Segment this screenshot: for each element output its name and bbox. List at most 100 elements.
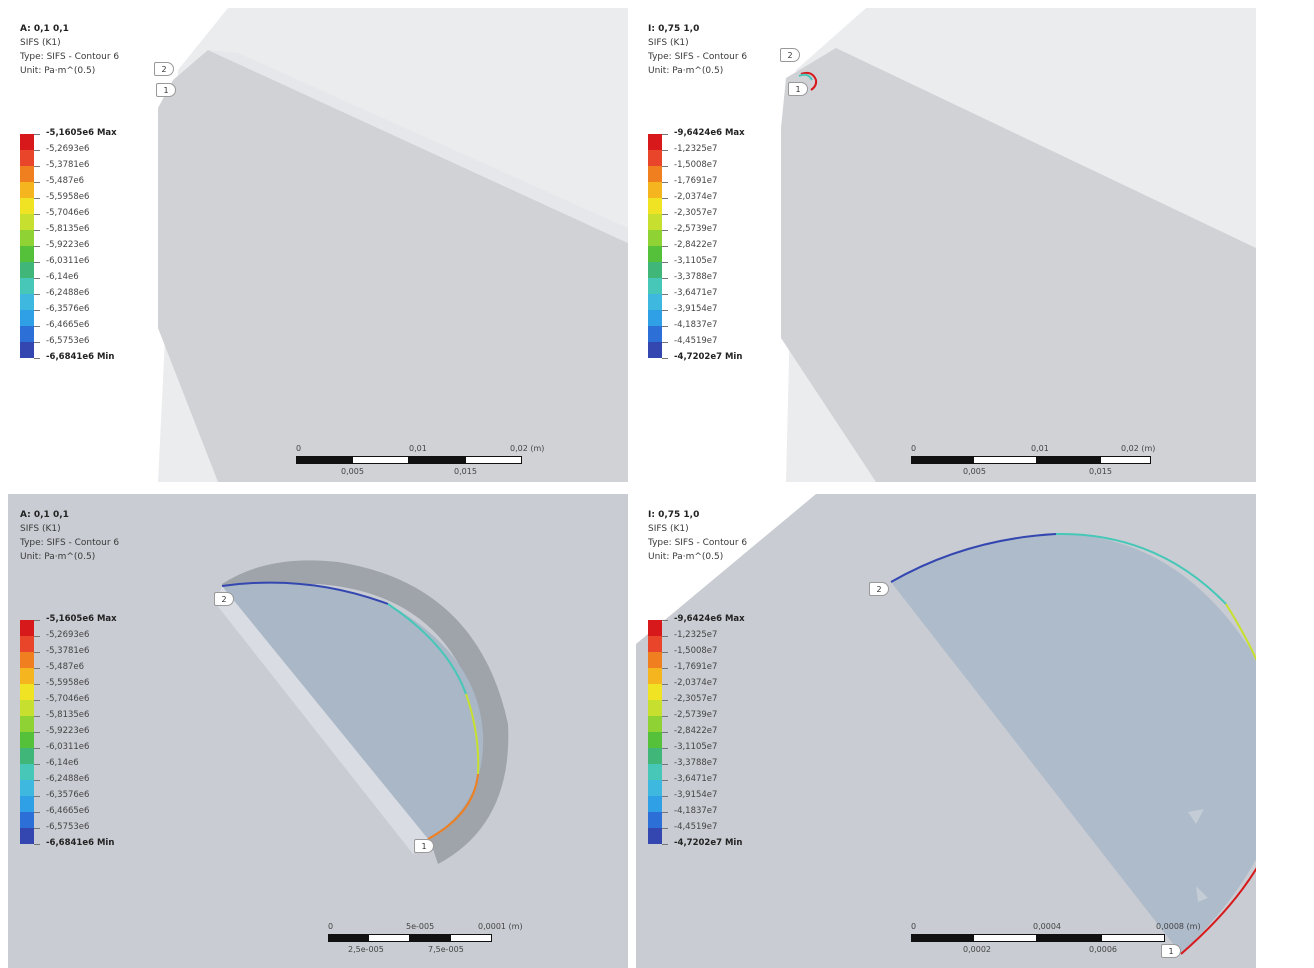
- legend-tick: [34, 230, 40, 231]
- legend-label: -6,14e6: [46, 272, 79, 282]
- legend-label: -6,6841e6 Min: [46, 838, 115, 848]
- legend-label: -6,14e6: [46, 758, 79, 768]
- legend-tick: [34, 636, 40, 637]
- legend-label: -3,9154e7: [674, 790, 718, 800]
- point-marker-1[interactable]: 1: [156, 83, 176, 97]
- legend-label: -9,6424e6 Max: [674, 128, 745, 138]
- scale-label-bottom: 0,015: [1089, 467, 1112, 476]
- result-info-line: SIFS (K1): [648, 524, 689, 534]
- scale-label-bottom: 0,005: [341, 467, 364, 476]
- legend-label: -4,4519e7: [674, 822, 718, 832]
- scale-bar: 0 5e-005 0,0001 (m) 2,5e-005 7,5e-005: [328, 922, 528, 964]
- scale-segment: [1100, 456, 1151, 464]
- legend-swatch: [20, 780, 34, 796]
- legend-swatch: [648, 668, 662, 684]
- legend-tick: [662, 198, 668, 199]
- legend-tick: [662, 278, 668, 279]
- legend-label: -4,7202e7 Min: [674, 352, 743, 362]
- result-info-line: Type: SIFS - Contour 6: [20, 538, 120, 548]
- legend-label: -1,2325e7: [674, 630, 718, 640]
- legend-tick: [34, 262, 40, 263]
- legend-label: -5,8135e6: [46, 224, 90, 234]
- legend-swatch: [648, 214, 662, 230]
- legend-label: -2,3057e7: [674, 694, 718, 704]
- legend-label: -2,8422e7: [674, 726, 718, 736]
- legend-color-bar: [648, 134, 662, 358]
- legend-tick: [34, 668, 40, 669]
- scale-segment: [410, 934, 450, 942]
- legend-tick: [662, 652, 668, 653]
- legend-swatch: [20, 342, 34, 358]
- scale-label-bottom: 0,0006: [1089, 945, 1117, 954]
- legend-swatch: [20, 198, 34, 214]
- viewport-bottom-right[interactable]: 2 1 I: 0,75 1,0 SIFS (K1) Type: SIFS - Con…: [636, 494, 1256, 968]
- legend-tick: [34, 716, 40, 717]
- legend-tick: [34, 652, 40, 653]
- viewport-top-right[interactable]: 2 1 I: 0,75 1,0 SIFS (K1) Type: SIFS - Con…: [636, 8, 1256, 482]
- legend-tick: [662, 150, 668, 151]
- legend-tick: [34, 182, 40, 183]
- color-legend[interactable]: -5,1605e6 Max -5,2693e6 -5,3781e6 -5,487e6 -…: [20, 614, 160, 856]
- legend-swatch: [648, 246, 662, 262]
- legend-swatch: [648, 166, 662, 182]
- legend-swatch: [648, 716, 662, 732]
- legend-swatch: [20, 182, 34, 198]
- legend-color-bar: [20, 620, 34, 844]
- legend-tick: [662, 844, 668, 845]
- point-marker-1[interactable]: 1: [788, 82, 808, 96]
- scale-label-bottom: 0,015: [454, 467, 477, 476]
- scale-segment: [352, 456, 409, 464]
- scale-segment: [1037, 934, 1101, 942]
- color-legend[interactable]: -9,6424e6 Max -1,2325e7 -1,5008e7 -1,7691e7…: [648, 128, 788, 370]
- legend-label: -2,5739e7: [674, 710, 718, 720]
- legend-tick: [34, 342, 40, 343]
- scale-label-top: 5e-005: [406, 922, 435, 931]
- point-marker-1[interactable]: 1: [414, 839, 434, 853]
- legend-swatch: [648, 796, 662, 812]
- legend-tick: [34, 828, 40, 829]
- legend-swatch: [648, 780, 662, 796]
- color-legend[interactable]: -9,6424e6 Max -1,2325e7 -1,5008e7 -1,7691e7…: [648, 614, 788, 856]
- legend-swatch: [20, 764, 34, 780]
- scale-segment: [911, 456, 973, 464]
- legend-tick: [662, 342, 668, 343]
- result-info-line: Type: SIFS - Contour 6: [20, 52, 120, 62]
- legend-tick: [34, 326, 40, 327]
- legend-tick: [34, 700, 40, 701]
- viewport-top-left[interactable]: 2 1 A: 0,1 0,1 SIFS (K1) Type: SIFS - Cont…: [8, 8, 628, 482]
- legend-label: -4,4519e7: [674, 336, 718, 346]
- legend-swatch: [648, 134, 662, 150]
- scale-segment: [368, 934, 410, 942]
- legend-swatch: [648, 700, 662, 716]
- legend-tick: [34, 166, 40, 167]
- legend-label: -6,6841e6 Min: [46, 352, 115, 362]
- legend-tick: [662, 828, 668, 829]
- legend-tick: [662, 796, 668, 797]
- legend-label: -5,1605e6 Max: [46, 614, 117, 624]
- legend-label: -3,6471e7: [674, 288, 718, 298]
- legend-label: -5,8135e6: [46, 710, 90, 720]
- color-legend[interactable]: -5,1605e6 Max -5,2693e6 -5,3781e6 -5,487e6 -…: [20, 128, 160, 370]
- legend-label: -5,7046e6: [46, 694, 90, 704]
- legend-tick: [34, 134, 40, 135]
- legend-label: -3,3788e7: [674, 758, 718, 768]
- legend-tick: [662, 668, 668, 669]
- legend-swatch: [648, 310, 662, 326]
- point-marker-2[interactable]: 2: [869, 582, 889, 596]
- legend-swatch: [20, 732, 34, 748]
- scale-bar: 0 0,01 0,02 (m) 0,005 0,015: [296, 444, 544, 482]
- scale-label-top: 0,0008 (m): [1156, 922, 1201, 931]
- legend-tick: [662, 326, 668, 327]
- legend-tick: [662, 230, 668, 231]
- point-marker-2[interactable]: 2: [780, 48, 800, 62]
- model-view: [636, 494, 1256, 968]
- viewport-bottom-left[interactable]: 2 1 A: 0,1 0,1 SIFS (K1) Type: SIFS - Cont…: [8, 494, 628, 968]
- legend-swatch: [20, 668, 34, 684]
- legend-swatch: [648, 812, 662, 828]
- scale-label-bottom: 2,5e-005: [348, 945, 384, 954]
- legend-label: -6,0311e6: [46, 256, 90, 266]
- point-marker-2[interactable]: 2: [214, 592, 234, 606]
- result-info-line: SIFS (K1): [648, 38, 689, 48]
- point-marker-2[interactable]: 2: [154, 62, 174, 76]
- point-marker-1[interactable]: 1: [1161, 944, 1181, 958]
